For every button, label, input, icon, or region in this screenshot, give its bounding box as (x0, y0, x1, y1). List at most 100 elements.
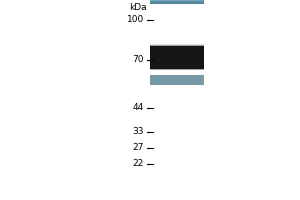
Bar (150, 43, 204, 44)
Bar (150, 1, 204, 3)
Bar (150, 1, 204, 3)
Bar (150, 1, 204, 3)
Bar (150, 2, 204, 4)
Bar (150, 2, 204, 4)
Bar (150, 1, 204, 3)
Bar (150, 1, 204, 3)
Bar (150, 0, 204, 2)
Bar (150, 2, 204, 4)
Bar (150, 71, 204, 72)
Bar (150, 0, 204, 2)
Bar (150, 2, 204, 4)
Bar (150, 0, 204, 2)
Bar (150, 2, 204, 4)
Bar (150, 0, 204, 2)
Bar (150, 1, 204, 3)
Bar (150, 1, 204, 3)
Bar (150, 2, 204, 4)
Bar (150, 1, 204, 3)
Text: 44: 44 (133, 104, 144, 112)
Bar (150, 2, 204, 4)
Bar (150, 1, 204, 3)
Bar (150, 0, 204, 2)
Bar (150, 1, 204, 3)
Bar (150, 2, 204, 4)
Bar (150, 2, 204, 4)
Bar (150, 0, 204, 2)
Bar (150, 1, 204, 3)
Bar (150, 1, 204, 3)
Bar (150, 1, 204, 3)
Text: 22: 22 (133, 160, 144, 168)
Bar (150, 70, 204, 71)
Text: 100: 100 (127, 16, 144, 24)
Bar (150, 0, 204, 2)
Bar (150, 1, 204, 3)
Bar (150, 2, 204, 4)
Bar (150, 1, 204, 3)
Bar (150, 1, 204, 3)
Bar (150, 0, 204, 2)
Bar (150, 44, 204, 45)
Bar (150, 1, 204, 3)
Bar (150, 1, 204, 3)
Bar (150, 0, 204, 2)
Bar (150, 1, 204, 3)
Bar (150, 1, 204, 3)
Bar (150, 0, 204, 2)
Bar (150, 1, 204, 3)
Bar (150, 1, 204, 3)
Bar (150, 1, 204, 3)
Bar (150, 0, 204, 2)
Bar (150, 0, 204, 2)
Bar (150, 1, 204, 3)
Bar (150, 2, 204, 4)
Bar (150, 2, 204, 4)
Bar (150, 1, 204, 3)
Bar (150, 0, 204, 2)
Bar (150, 2, 204, 4)
Bar (150, 2, 204, 4)
Bar (150, 1, 204, 3)
Bar (150, 2, 204, 4)
Bar (150, 1, 204, 3)
Bar (150, 1, 204, 3)
Bar (150, 1, 204, 3)
Bar (150, 2, 204, 4)
Bar (150, 2, 204, 4)
Bar (150, 1, 204, 3)
Bar (150, 2, 204, 4)
Bar (150, 0, 204, 2)
Bar (150, 1, 204, 3)
Bar (150, 1, 204, 3)
Bar (150, 1, 204, 3)
Bar (150, 0, 204, 2)
Bar (150, 0, 204, 2)
Bar (150, 0, 204, 2)
Bar (150, 44, 204, 46)
Bar (150, 2, 204, 4)
Bar (150, 0, 204, 2)
Bar (150, 2, 204, 4)
Bar (150, 1, 204, 3)
Bar (150, 1, 204, 3)
Bar (150, 1, 204, 3)
Bar (150, 2, 204, 4)
Bar (150, 1, 204, 3)
Bar (150, 44, 204, 70)
Bar (150, 1, 204, 3)
Text: 33: 33 (133, 128, 144, 136)
Bar (150, 2, 204, 4)
Bar (150, 0, 204, 2)
Bar (150, 1, 204, 3)
Bar (150, 0, 204, 2)
Text: 70: 70 (133, 55, 144, 64)
Bar (150, 1, 204, 3)
Bar (150, 1, 204, 3)
Bar (150, 1, 204, 3)
Bar (150, 1, 204, 3)
Bar (150, 1, 204, 3)
Bar (150, 0, 204, 2)
Bar (150, 1, 204, 3)
Bar (150, 1, 204, 3)
